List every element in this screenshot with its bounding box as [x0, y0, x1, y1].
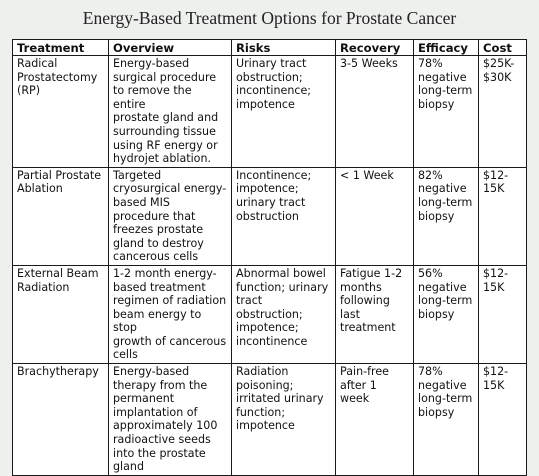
header-efficacy: Efficacy [413, 39, 479, 56]
cell-cost: $12- 15K [478, 363, 527, 476]
table-row: Brachytherapy Energy-based therapy from … [12, 363, 527, 476]
cell-cost: $25K- $30K [478, 55, 527, 168]
cell-efficacy: 78% negative long-term biopsy [413, 363, 479, 476]
table-row: Partial Prostate Ablation Targeted cryos… [12, 166, 527, 266]
cell-overview: Targeted cryosurgical energy- based MIS … [108, 166, 232, 266]
treatment-options-table: Treatment Overview Risks Recovery Effica… [12, 39, 527, 476]
header-risks: Risks [231, 39, 336, 56]
cell-cost: $12- 15K [478, 166, 527, 266]
cell-overview: Energy-based therapy from the permanent … [108, 363, 232, 476]
cell-recovery: Pain-free after 1 week [335, 363, 414, 476]
cell-treatment: Radical Prostatectomy (RP) [12, 55, 109, 168]
cell-risks: Urinary tract obstruction; incontinence;… [231, 55, 336, 168]
header-overview: Overview [108, 39, 232, 56]
table-row: Radical Prostatectomy (RP) Energy-based … [12, 55, 527, 168]
cell-cost: $12- 15K [478, 264, 527, 365]
header-cost: Cost [478, 39, 527, 56]
page-title: Energy-Based Treatment Options for Prost… [82, 8, 457, 28]
header-recovery: Recovery [335, 39, 414, 56]
cell-treatment: External Beam Radiation [12, 264, 109, 365]
cell-risks: Incontinence; impotence; urinary tract o… [231, 166, 336, 266]
header-row: Treatment Overview Risks Recovery Effica… [12, 39, 527, 56]
table-row: External Beam Radiation 1-2 month energy… [12, 264, 527, 365]
cell-treatment: Brachytherapy [12, 363, 109, 476]
cell-recovery: Fatigue 1-2 months following last treatm… [335, 264, 414, 365]
cell-overview: Energy-based surgical procedure to remov… [108, 55, 232, 168]
cell-risks: Abnormal bowel function; urinary tract o… [231, 264, 336, 365]
cell-recovery: < 1 Week [335, 166, 414, 266]
cell-treatment: Partial Prostate Ablation [12, 166, 109, 266]
cell-efficacy: 56% negative long-term biopsy [413, 264, 479, 365]
cell-risks: Radiation poisoning; irritated urinary f… [231, 363, 336, 476]
cell-overview: 1-2 month energy- based treatment regime… [108, 264, 232, 365]
cell-recovery: 3-5 Weeks [335, 55, 414, 168]
cell-efficacy: 82% negative long-term biopsy [413, 166, 479, 266]
header-treatment: Treatment [12, 39, 109, 56]
cell-efficacy: 78% negative long-term biopsy [413, 55, 479, 168]
